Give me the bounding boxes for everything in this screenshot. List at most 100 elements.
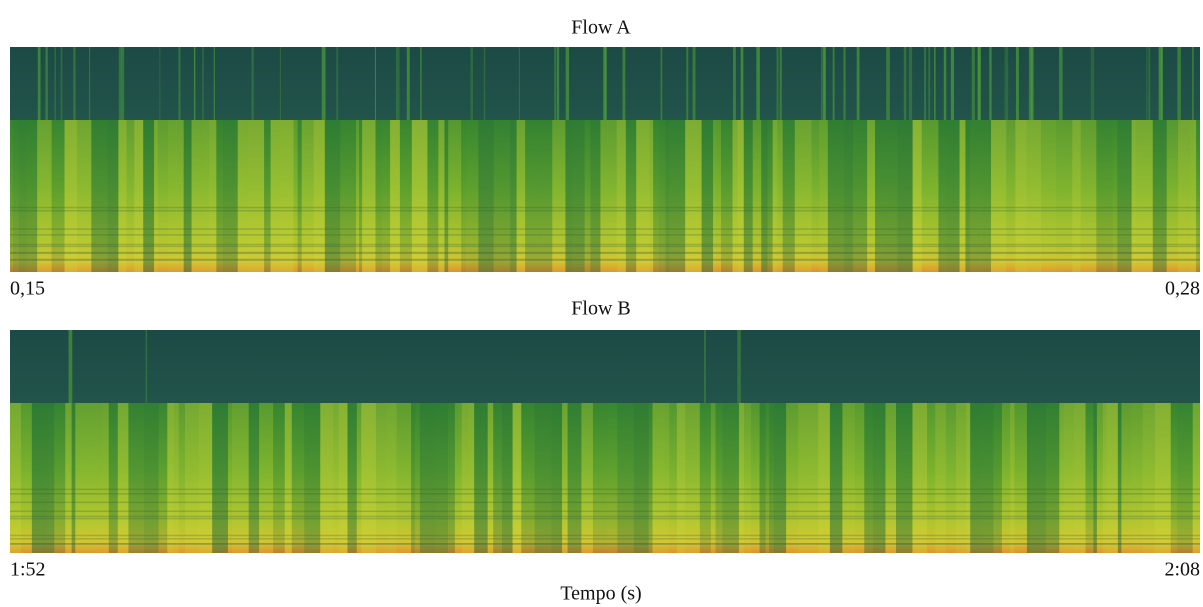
stripe [652, 403, 666, 553]
harmonic [10, 259, 1200, 262]
transient [928, 47, 931, 120]
stripe [278, 120, 294, 272]
stripe [270, 120, 279, 272]
transient [622, 47, 626, 120]
transient [37, 47, 41, 120]
stripe [247, 120, 265, 272]
stripe [896, 403, 913, 553]
stripe [461, 120, 466, 272]
stripe [1045, 403, 1060, 553]
stripe [474, 403, 488, 553]
stripe [872, 403, 886, 553]
transient [756, 47, 760, 120]
transient [856, 47, 860, 120]
stripe [1026, 120, 1042, 272]
stripe [648, 403, 653, 553]
stripe [355, 120, 360, 272]
stripe [301, 120, 314, 272]
stripe [981, 403, 994, 553]
end-label: 2:08 [1164, 559, 1200, 581]
transient [193, 47, 196, 120]
stripe [51, 120, 65, 272]
stripe [525, 120, 541, 272]
stripe [338, 403, 348, 553]
stripe [1072, 120, 1081, 272]
transient [692, 47, 696, 120]
stripe [521, 403, 535, 553]
transient [740, 47, 744, 120]
stripe [198, 403, 213, 553]
transient [420, 47, 422, 120]
stripe [852, 120, 868, 272]
stripe [493, 403, 502, 553]
harmonic [10, 517, 1200, 520]
transient [60, 47, 63, 120]
transient [1177, 47, 1181, 120]
stripe [1192, 403, 1200, 553]
stripe [562, 403, 568, 553]
stripe [1026, 403, 1031, 553]
transient [395, 47, 400, 120]
stripe [732, 120, 738, 272]
stripe [454, 403, 458, 553]
stripe [676, 403, 686, 553]
stripe [744, 403, 752, 553]
stripe [1130, 403, 1143, 553]
stripe [1030, 403, 1046, 553]
panel-title: Flow A [571, 17, 631, 39]
transient [483, 47, 486, 120]
stripe [829, 403, 843, 553]
transient [1059, 47, 1063, 120]
transient [934, 47, 936, 120]
stripe [827, 120, 844, 272]
stripe [713, 120, 717, 272]
stripe [938, 120, 947, 272]
harmonic [10, 493, 1200, 495]
harmonic [10, 252, 1200, 255]
stripe [912, 403, 928, 553]
stripe [487, 403, 494, 553]
harmonic [10, 542, 1200, 545]
stripe [444, 120, 449, 272]
stripe [54, 403, 66, 553]
transient [903, 47, 907, 120]
transient [565, 47, 570, 120]
dark-band [10, 330, 1200, 403]
transient [406, 47, 410, 120]
stripe [107, 120, 119, 272]
stripe [721, 120, 733, 272]
stripe [1085, 403, 1094, 553]
stripe [1010, 403, 1015, 553]
stripe [75, 403, 91, 553]
stripe [600, 120, 617, 272]
stripe [565, 120, 573, 272]
stripe [722, 403, 739, 553]
harmonic [10, 234, 1200, 236]
stripe [581, 403, 593, 553]
stripe [1006, 120, 1016, 272]
stripe [551, 403, 563, 553]
stripe [665, 120, 670, 272]
stripe [981, 120, 992, 272]
stripe [356, 403, 362, 553]
stripe [1189, 120, 1197, 272]
stripe [1059, 403, 1064, 553]
stripe [375, 403, 387, 553]
stripe [955, 403, 966, 553]
stripe [143, 403, 159, 553]
stripe [134, 120, 144, 272]
stripe [273, 403, 285, 553]
transient [822, 47, 826, 120]
stripe [897, 120, 913, 272]
stripe [467, 403, 475, 553]
stripe [1096, 120, 1113, 272]
stripe [375, 120, 382, 272]
stripe [1177, 403, 1193, 553]
stripe [616, 120, 626, 272]
stripe [293, 120, 298, 272]
stripe [167, 403, 175, 553]
stripe [386, 403, 397, 553]
stripe [320, 403, 334, 553]
stripe [716, 120, 722, 272]
